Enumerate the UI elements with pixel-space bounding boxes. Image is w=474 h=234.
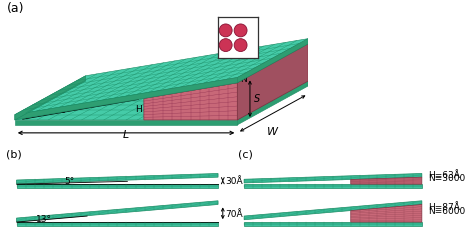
Polygon shape — [15, 81, 308, 120]
Polygon shape — [144, 44, 308, 99]
Circle shape — [234, 39, 247, 51]
Circle shape — [219, 24, 232, 37]
Polygon shape — [244, 184, 422, 188]
Polygon shape — [244, 201, 422, 220]
Polygon shape — [351, 177, 422, 184]
Polygon shape — [244, 222, 422, 226]
Text: N: N — [240, 75, 246, 84]
Text: L: L — [123, 130, 129, 140]
Polygon shape — [237, 44, 308, 120]
Polygon shape — [15, 120, 237, 125]
Text: H=63Å: H=63Å — [428, 171, 460, 180]
Text: 5°: 5° — [64, 177, 74, 186]
Polygon shape — [237, 39, 308, 83]
Text: H=87Å: H=87Å — [428, 203, 460, 212]
Polygon shape — [144, 83, 237, 120]
Circle shape — [234, 24, 247, 37]
Text: S: S — [254, 94, 260, 104]
Text: N=6000: N=6000 — [428, 207, 465, 216]
Text: 70Å: 70Å — [225, 210, 243, 219]
Polygon shape — [15, 76, 86, 120]
Text: (a): (a) — [7, 2, 25, 15]
Text: (b): (b) — [6, 150, 22, 160]
Text: 30Å: 30Å — [225, 177, 243, 186]
Polygon shape — [15, 77, 237, 120]
Text: W: W — [267, 127, 278, 137]
Polygon shape — [15, 39, 308, 115]
Text: 13°: 13° — [36, 215, 52, 224]
Polygon shape — [237, 81, 308, 125]
Polygon shape — [17, 173, 218, 184]
Polygon shape — [17, 184, 218, 188]
Circle shape — [219, 39, 232, 51]
Text: (c): (c) — [238, 150, 253, 160]
Text: H: H — [135, 105, 142, 114]
Polygon shape — [17, 201, 218, 222]
Polygon shape — [17, 222, 218, 226]
Polygon shape — [244, 173, 422, 183]
Polygon shape — [351, 205, 422, 222]
Text: N=3000: N=3000 — [428, 174, 465, 183]
Text: θ: θ — [60, 105, 66, 115]
